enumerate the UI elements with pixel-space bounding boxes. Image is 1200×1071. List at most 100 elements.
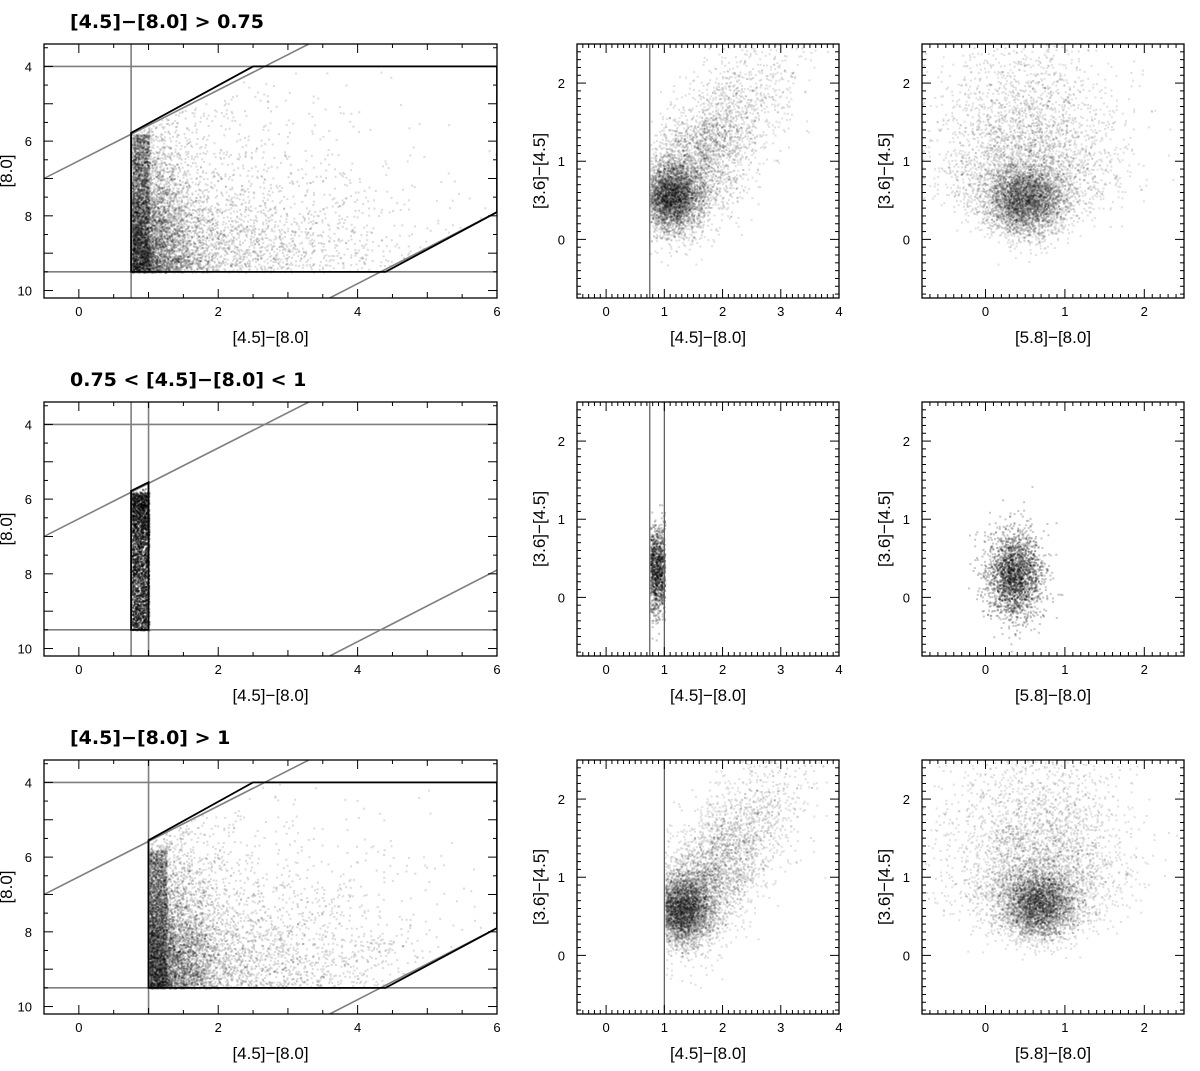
y-axis-label: [3.6]−[4.5]	[875, 491, 894, 567]
y-tick-label: 2	[903, 434, 910, 449]
y-tick-label: 1	[558, 870, 565, 885]
x-tick-label: 1	[661, 662, 668, 677]
density-cloud	[649, 44, 830, 298]
x-tick-label: 4	[354, 662, 361, 677]
x-tick-label: 2	[719, 1020, 726, 1035]
y-tick-label: 1	[558, 154, 565, 169]
x-tick-label: 4	[835, 1020, 842, 1035]
y-axis-label: [3.6]−[4.5]	[875, 133, 894, 209]
x-tick-label: 1	[1061, 304, 1068, 319]
axis-ticks	[43, 760, 498, 1014]
panel-r2c1: 0 1 2 3 4 0 1 2 [4.5]−[8.0] [3.6]−[4.5]	[530, 759, 843, 1063]
y-tick-label: 4	[25, 417, 32, 432]
panel-r1c0: 0 2 4 6 4 6 8 10 [4.5]−[8.0] [8.0] 0.75 < [4.5]−[8…	[0, 369, 501, 705]
x-tick-label: 0	[75, 304, 82, 319]
panel-r1c1: 0 1 2 3 4 0 1 2 [4.5]−[8.0] [3.6]−[4.5]	[530, 401, 843, 705]
density-cloud	[968, 486, 1064, 653]
plot-area	[44, 402, 497, 656]
x-axis-label: [5.8]−[8.0]	[1015, 328, 1091, 347]
x-tick-label: 1	[661, 304, 668, 319]
y-tick-label: 2	[558, 76, 565, 91]
density-cloud	[131, 71, 497, 274]
axis-ticks	[576, 759, 840, 1014]
axis-ticks	[921, 759, 1185, 1014]
plot-area	[44, 44, 497, 298]
x-axis-label: [5.8]−[8.0]	[1015, 686, 1091, 705]
y-tick-label: 0	[903, 948, 910, 963]
y-tick-label: 4	[25, 775, 32, 790]
x-tick-label: 1	[661, 1020, 668, 1035]
y-tick-label: 0	[558, 590, 565, 605]
density-cloud	[131, 488, 151, 632]
axes-frame	[43, 401, 498, 657]
row-title: 0.75 < [4.5]−[8.0] < 1	[70, 369, 306, 391]
x-axis-label: [4.5]−[8.0]	[232, 1044, 308, 1063]
x-tick-label: 0	[982, 662, 989, 677]
y-tick-label: 8	[25, 925, 32, 940]
x-tick-label: 2	[215, 1020, 222, 1035]
y-tick-label: 6	[25, 134, 32, 149]
y-tick-label: 0	[558, 948, 565, 963]
plot-area	[649, 402, 667, 656]
y-axis-label: [3.6]−[4.5]	[875, 849, 894, 925]
guide-line	[44, 402, 310, 538]
x-tick-label: 3	[777, 662, 784, 677]
x-axis-label: [5.8]−[8.0]	[1015, 1044, 1091, 1063]
panel-r0c2: 0 1 2 0 1 2 [5.8]−[8.0] [3.6]−[4.5]	[875, 43, 1185, 347]
x-tick-label: 4	[835, 304, 842, 319]
x-tick-label: 6	[493, 662, 500, 677]
selection-region	[147, 781, 497, 989]
x-tick-label: 2	[215, 304, 222, 319]
x-tick-label: 4	[354, 304, 361, 319]
axes-frame	[576, 401, 840, 657]
selection-region	[130, 480, 150, 631]
x-axis-label: [4.5]−[8.0]	[670, 328, 746, 347]
axes-frame	[576, 43, 840, 299]
x-axis-label: [4.5]−[8.0]	[232, 686, 308, 705]
axis-ticks	[43, 402, 498, 656]
y-axis-label: [3.6]−[4.5]	[530, 849, 549, 925]
row-title: [4.5]−[8.0] > 0.75	[70, 11, 264, 33]
y-tick-label: 6	[25, 850, 32, 865]
x-tick-label: 4	[835, 662, 842, 677]
axes-frame	[43, 759, 498, 1015]
y-axis-label: [3.6]−[4.5]	[530, 133, 549, 209]
y-tick-label: 1	[903, 870, 910, 885]
x-tick-label: 2	[1141, 304, 1148, 319]
density-cloud	[922, 760, 1184, 961]
plot-area	[922, 760, 1184, 961]
x-tick-label: 1	[1061, 662, 1068, 677]
axes-frame	[43, 43, 498, 299]
x-tick-label: 6	[493, 1020, 500, 1035]
x-tick-label: 1	[1061, 1020, 1068, 1035]
axis-ticks	[576, 401, 840, 656]
x-tick-label: 3	[777, 1020, 784, 1035]
density-cloud	[664, 760, 828, 989]
x-tick-label: 6	[493, 304, 500, 319]
density-cloud	[148, 783, 482, 990]
x-tick-label: 0	[75, 1020, 82, 1035]
y-tick-label: 2	[558, 792, 565, 807]
plot-area	[663, 760, 828, 1014]
axes-frame	[921, 43, 1185, 299]
guide-line	[329, 569, 497, 656]
panel-r0c0: 0 2 4 6 4 6 8 10 [4.5]−[8.0] [8.0] [4.5]−[8.0] > 0…	[0, 11, 501, 347]
plot-area	[968, 486, 1064, 653]
y-tick-label: 4	[25, 59, 32, 74]
plot-area	[44, 760, 497, 1014]
axis-ticks	[43, 44, 498, 298]
panel-r1c2: 0 1 2 0 1 2 [5.8]−[8.0] [3.6]−[4.5]	[875, 401, 1185, 705]
y-axis-label: [8.0]	[0, 870, 16, 903]
x-tick-label: 0	[602, 662, 609, 677]
panel-r2c2: 0 1 2 0 1 2 [5.8]−[8.0] [3.6]−[4.5]	[875, 759, 1185, 1063]
y-tick-label: 1	[903, 154, 910, 169]
x-tick-label: 0	[602, 1020, 609, 1035]
y-tick-label: 10	[18, 642, 32, 657]
x-tick-label: 2	[1141, 1020, 1148, 1035]
y-tick-label: 8	[25, 567, 32, 582]
y-tick-label: 0	[903, 590, 910, 605]
y-tick-label: 10	[18, 284, 32, 299]
x-tick-label: 2	[215, 662, 222, 677]
x-tick-label: 0	[602, 304, 609, 319]
